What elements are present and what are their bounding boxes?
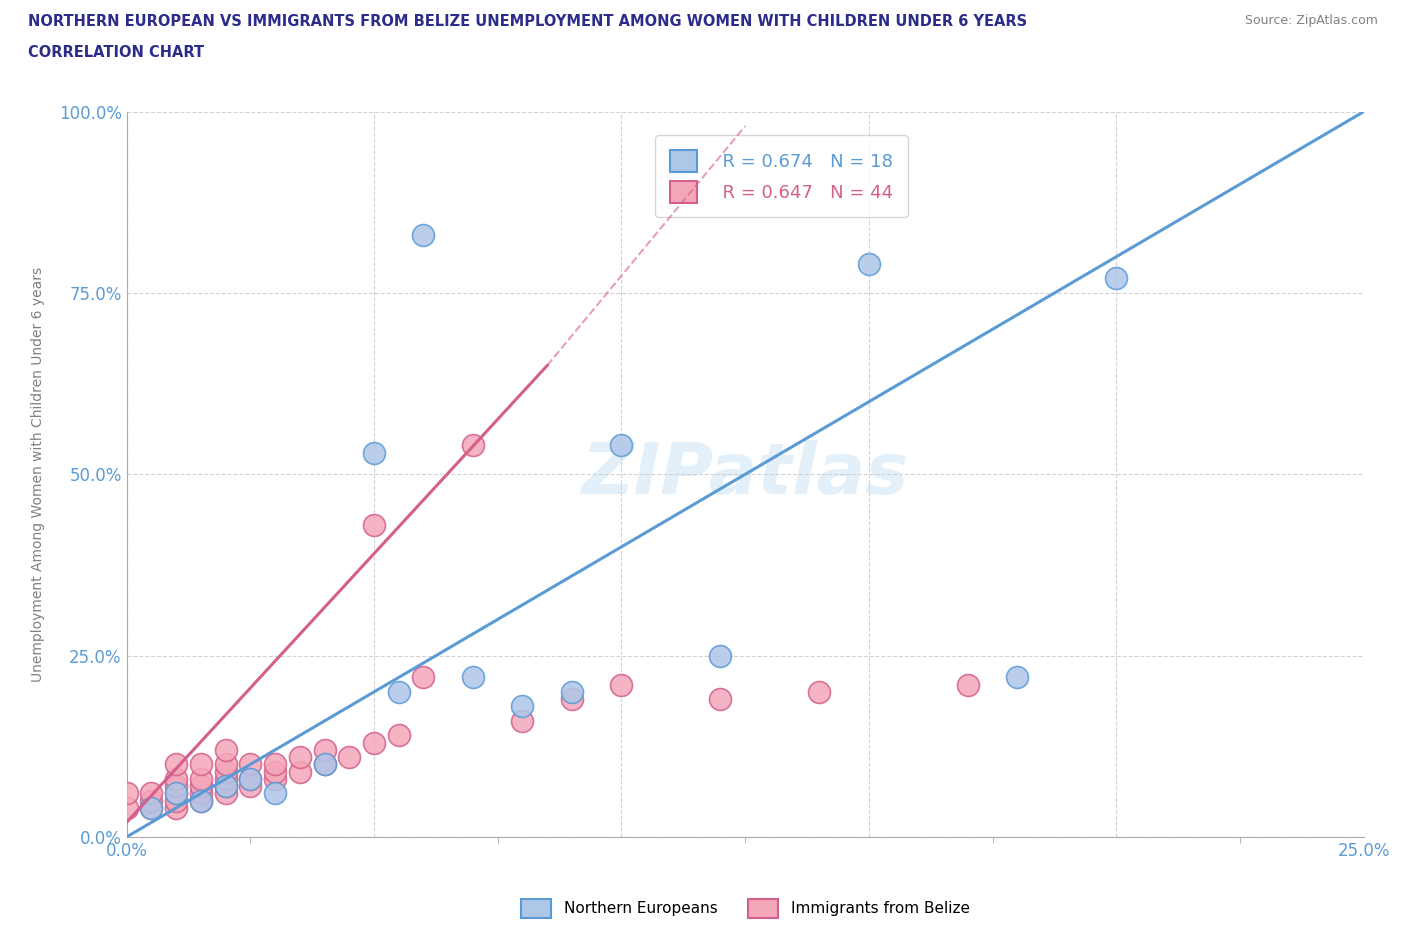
Point	[461, 670, 484, 684]
Point	[190, 786, 212, 801]
Y-axis label: Unemployment Among Women with Children Under 6 years: Unemployment Among Women with Children U…	[31, 267, 45, 682]
Point	[858, 257, 880, 272]
Point	[190, 772, 212, 787]
Point	[337, 750, 360, 764]
Point	[190, 757, 212, 772]
Point	[412, 228, 434, 243]
Point	[141, 786, 163, 801]
Point	[412, 670, 434, 684]
Point	[239, 778, 262, 793]
Point	[141, 801, 163, 816]
Point	[808, 684, 831, 699]
Legend:   R = 0.674   N = 18,   R = 0.647   N = 44: R = 0.674 N = 18, R = 0.647 N = 44	[655, 135, 908, 217]
Point	[239, 772, 262, 787]
Point	[461, 438, 484, 453]
Point	[190, 778, 212, 793]
Point	[165, 793, 187, 808]
Point	[190, 793, 212, 808]
Point	[264, 757, 287, 772]
Point	[165, 786, 187, 801]
Point	[214, 778, 236, 793]
Point	[115, 786, 138, 801]
Point	[314, 757, 336, 772]
Text: ZIPatlas: ZIPatlas	[582, 440, 908, 509]
Point	[288, 764, 311, 779]
Point	[512, 713, 534, 728]
Point	[561, 684, 583, 699]
Point	[214, 772, 236, 787]
Point	[1007, 670, 1029, 684]
Point	[141, 801, 163, 816]
Point	[214, 778, 236, 793]
Point	[190, 793, 212, 808]
Point	[363, 445, 385, 460]
Point	[165, 778, 187, 793]
Point	[956, 677, 979, 692]
Point	[388, 728, 411, 743]
Point	[363, 736, 385, 751]
Point	[141, 793, 163, 808]
Text: CORRELATION CHART: CORRELATION CHART	[28, 45, 204, 60]
Text: NORTHERN EUROPEAN VS IMMIGRANTS FROM BELIZE UNEMPLOYMENT AMONG WOMEN WITH CHILDR: NORTHERN EUROPEAN VS IMMIGRANTS FROM BEL…	[28, 14, 1028, 29]
Point	[165, 801, 187, 816]
Point	[709, 648, 731, 663]
Point	[610, 438, 633, 453]
Point	[214, 786, 236, 801]
Text: Source: ZipAtlas.com: Source: ZipAtlas.com	[1244, 14, 1378, 27]
Point	[214, 742, 236, 757]
Point	[388, 684, 411, 699]
Point	[264, 772, 287, 787]
Point	[165, 772, 187, 787]
Point	[165, 786, 187, 801]
Point	[239, 772, 262, 787]
Point	[709, 692, 731, 707]
Point	[214, 764, 236, 779]
Point	[264, 764, 287, 779]
Point	[239, 757, 262, 772]
Point	[214, 757, 236, 772]
Point	[115, 801, 138, 816]
Point	[561, 692, 583, 707]
Point	[288, 750, 311, 764]
Point	[314, 742, 336, 757]
Point	[512, 699, 534, 714]
Point	[165, 757, 187, 772]
Point	[610, 677, 633, 692]
Point	[1105, 271, 1128, 286]
Point	[363, 518, 385, 533]
Point	[314, 757, 336, 772]
Point	[264, 786, 287, 801]
